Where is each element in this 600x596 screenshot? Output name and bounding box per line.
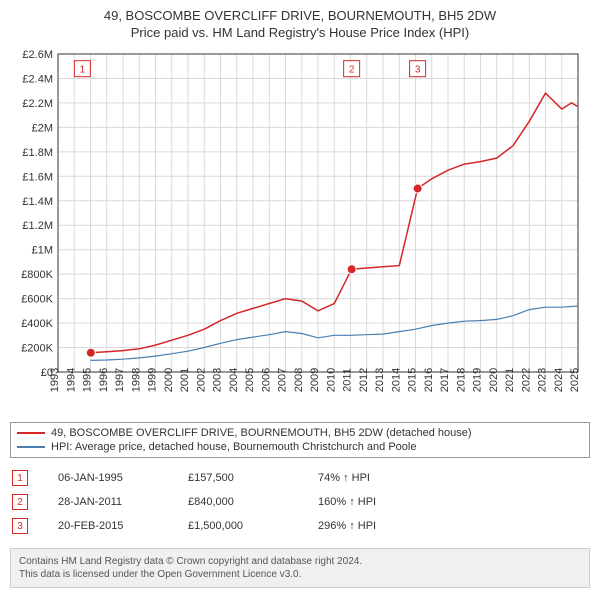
y-tick-label: £2.2M — [22, 98, 53, 110]
txn-row: 3 20-FEB-2015 £1,500,000 296% ↑ HPI — [10, 514, 590, 538]
y-tick-label: £1.2M — [22, 220, 53, 232]
txn-point-2 — [347, 265, 356, 274]
x-tick-label: 2003 — [212, 368, 224, 392]
txn-row: 1 06-JAN-1995 £157,500 74% ↑ HPI — [10, 466, 590, 490]
footer-line-2: This data is licensed under the Open Gov… — [19, 568, 581, 581]
txn-hpi: 74% ↑ HPI — [318, 472, 438, 484]
txn-price: £157,500 — [188, 472, 288, 484]
txn-hpi: 296% ↑ HPI — [318, 520, 438, 532]
y-tick-label: £200K — [21, 343, 53, 355]
txn-date: 20-FEB-2015 — [58, 520, 158, 532]
x-tick-label: 2023 — [537, 368, 549, 392]
y-tick-label: £1.8M — [22, 147, 53, 159]
chart-container: 49, BOSCOMBE OVERCLIFF DRIVE, BOURNEMOUT… — [0, 0, 600, 596]
chart-title: 49, BOSCOMBE OVERCLIFF DRIVE, BOURNEMOUT… — [10, 8, 590, 23]
txn-label-num-2: 2 — [349, 65, 355, 76]
x-tick-label: 2018 — [455, 368, 467, 392]
x-tick-label: 1998 — [130, 368, 142, 392]
y-tick-label: £1M — [32, 245, 53, 257]
title-block: 49, BOSCOMBE OVERCLIFF DRIVE, BOURNEMOUT… — [10, 8, 590, 40]
footer-line-1: Contains HM Land Registry data © Crown c… — [19, 555, 581, 568]
x-tick-label: 2004 — [228, 368, 240, 392]
x-tick-label: 2017 — [439, 368, 451, 392]
x-tick-label: 2001 — [179, 368, 191, 392]
txn-row: 2 28-JAN-2011 £840,000 160% ↑ HPI — [10, 490, 590, 514]
legend: 49, BOSCOMBE OVERCLIFF DRIVE, BOURNEMOUT… — [10, 422, 590, 458]
x-tick-label: 2006 — [260, 368, 272, 392]
y-tick-label: £2M — [32, 122, 53, 134]
legend-label: HPI: Average price, detached house, Bour… — [51, 441, 416, 453]
txn-price: £1,500,000 — [188, 520, 288, 532]
y-tick-label: £800K — [21, 269, 53, 281]
x-tick-label: 2008 — [293, 368, 305, 392]
txn-point-1 — [86, 348, 95, 357]
x-tick-label: 2005 — [244, 368, 256, 392]
chart-area: £0£200K£400K£600K£800K£1M£1.2M£1.4M£1.6M… — [10, 46, 590, 416]
x-tick-label: 2022 — [520, 368, 532, 392]
x-tick-label: 2015 — [407, 368, 419, 392]
txn-date: 28-JAN-2011 — [58, 496, 158, 508]
y-tick-label: £1.6M — [22, 171, 53, 183]
legend-row: 49, BOSCOMBE OVERCLIFF DRIVE, BOURNEMOUT… — [17, 426, 583, 440]
transaction-table: 1 06-JAN-1995 £157,500 74% ↑ HPI 2 28-JAN-201… — [10, 466, 590, 538]
legend-swatch — [17, 446, 45, 448]
chart-svg: £0£200K£400K£600K£800K£1M£1.2M£1.4M£1.6M… — [10, 46, 590, 416]
y-tick-label: £400K — [21, 318, 53, 330]
x-tick-label: 2024 — [553, 368, 565, 392]
y-tick-label: £2.4M — [22, 73, 53, 85]
y-tick-label: £2.6M — [22, 49, 53, 61]
x-tick-label: 2000 — [163, 368, 175, 392]
x-tick-label: 2019 — [472, 368, 484, 392]
txn-marker: 1 — [12, 470, 28, 486]
txn-label-num-1: 1 — [80, 65, 86, 76]
legend-swatch — [17, 432, 45, 434]
x-tick-label: 2012 — [358, 368, 370, 392]
txn-marker: 3 — [12, 518, 28, 534]
txn-point-3 — [413, 184, 422, 193]
footer-attribution: Contains HM Land Registry data © Crown c… — [10, 548, 590, 588]
x-tick-label: 2007 — [277, 368, 289, 392]
legend-label: 49, BOSCOMBE OVERCLIFF DRIVE, BOURNEMOUT… — [51, 427, 472, 439]
x-tick-label: 2009 — [309, 368, 321, 392]
txn-marker: 2 — [12, 494, 28, 510]
txn-date: 06-JAN-1995 — [58, 472, 158, 484]
x-tick-label: 1996 — [98, 368, 110, 392]
x-tick-label: 2013 — [374, 368, 386, 392]
x-tick-label: 1995 — [82, 368, 94, 392]
x-tick-label: 2010 — [325, 368, 337, 392]
x-tick-label: 2020 — [488, 368, 500, 392]
x-tick-label: 1993 — [49, 368, 61, 392]
txn-hpi: 160% ↑ HPI — [318, 496, 438, 508]
x-tick-label: 1994 — [65, 368, 77, 392]
y-tick-label: £600K — [21, 294, 53, 306]
x-tick-label: 2025 — [569, 368, 581, 392]
txn-price: £840,000 — [188, 496, 288, 508]
x-tick-label: 1999 — [147, 368, 159, 392]
x-tick-label: 1997 — [114, 368, 126, 392]
y-tick-label: £1.4M — [22, 196, 53, 208]
txn-label-num-3: 3 — [415, 65, 421, 76]
legend-row: HPI: Average price, detached house, Bour… — [17, 440, 583, 454]
x-tick-label: 2021 — [504, 368, 516, 392]
x-tick-label: 2002 — [195, 368, 207, 392]
chart-subtitle: Price paid vs. HM Land Registry's House … — [10, 25, 590, 40]
x-tick-label: 2016 — [423, 368, 435, 392]
x-tick-label: 2014 — [390, 368, 402, 392]
